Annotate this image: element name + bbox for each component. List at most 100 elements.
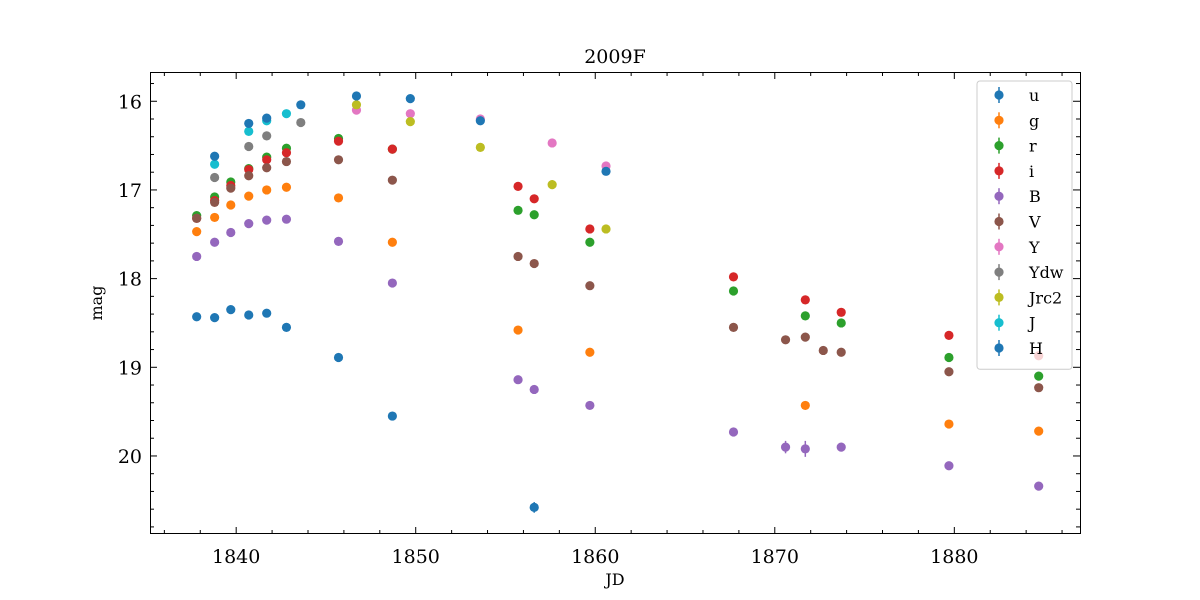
legend-marker — [994, 216, 1004, 227]
data-point-H — [262, 113, 272, 123]
legend-entry: Jrc2 — [994, 288, 1062, 307]
data-point-u — [333, 352, 344, 363]
data-point-Y — [405, 109, 415, 119]
data-point-V — [585, 281, 595, 291]
data-point-r — [513, 205, 523, 215]
series-H — [210, 91, 611, 176]
data-point-i — [836, 307, 846, 317]
data-point-g — [192, 227, 202, 237]
legend-marker — [994, 141, 1004, 151]
data-point-H — [405, 94, 415, 104]
data-point-B — [836, 442, 846, 452]
data-point-V — [333, 155, 344, 165]
data-point-g — [387, 237, 397, 247]
series-Y — [351, 105, 611, 171]
legend-entry: Y — [994, 238, 1040, 257]
legend-entry: B — [994, 187, 1041, 206]
data-point-J — [244, 126, 254, 137]
data-point-Jrc2 — [547, 180, 557, 190]
data-point-i — [800, 295, 810, 305]
data-point-B — [210, 237, 220, 247]
data-point-i — [728, 272, 739, 282]
legend-label: V — [1028, 213, 1041, 232]
data-point-i — [387, 144, 397, 154]
data-point-i — [944, 330, 954, 340]
data-point-g — [226, 200, 236, 210]
legend-entry: u — [994, 86, 1039, 105]
legend-entry: i — [994, 162, 1034, 181]
data-point-u — [281, 322, 292, 332]
legend-entry: H — [994, 339, 1043, 358]
data-point-Ydw — [262, 131, 272, 141]
legend-label: r — [1029, 137, 1037, 156]
legend-label: H — [1029, 339, 1043, 358]
data-point-V — [728, 322, 739, 332]
data-point-V — [192, 213, 202, 223]
series-V — [192, 155, 1044, 393]
data-point-V — [281, 156, 292, 167]
data-point-g — [210, 212, 220, 223]
data-points — [192, 91, 1044, 513]
axis-ticks: 1840 1850 1860 1870 1880 16 17 18 19 20 — [118, 72, 1080, 568]
data-point-u — [192, 312, 202, 322]
y-tick-label: 19 — [118, 357, 142, 379]
data-point-g — [585, 347, 595, 357]
data-point-B — [262, 215, 272, 225]
series-B — [192, 214, 1044, 491]
legend-marker — [994, 267, 1004, 277]
data-point-r — [1034, 371, 1044, 381]
x-tick-label: 1880 — [930, 546, 978, 568]
x-tick-label: 1850 — [392, 546, 440, 568]
y-tick-label: 18 — [118, 269, 142, 291]
data-point-B — [728, 427, 739, 437]
data-point-g — [800, 400, 810, 411]
legend-marker — [994, 292, 1004, 302]
data-point-B — [780, 442, 791, 452]
legend-label: B — [1029, 187, 1041, 206]
data-point-r — [529, 210, 539, 220]
data-point-r — [728, 286, 739, 296]
legend-marker — [994, 166, 1004, 176]
data-point-i — [529, 194, 539, 204]
data-point-u — [244, 310, 254, 320]
plot-frame — [150, 72, 1081, 534]
data-point-g — [244, 191, 254, 201]
legend-entry: g — [994, 111, 1039, 130]
legend-label: Y — [1028, 238, 1040, 257]
data-point-H — [210, 151, 220, 161]
data-point-u — [262, 308, 272, 318]
chart-title: 2009F — [584, 46, 646, 68]
data-point-B — [800, 444, 810, 454]
data-point-u — [387, 411, 397, 421]
legend-label: J — [1027, 314, 1035, 333]
data-point-B — [529, 384, 539, 395]
data-point-V — [1034, 383, 1044, 393]
data-point-B — [387, 278, 397, 288]
data-point-V — [387, 175, 397, 185]
data-point-V — [244, 171, 254, 181]
data-point-Jrc2 — [601, 224, 611, 234]
data-point-V — [800, 332, 810, 342]
data-point-B — [192, 251, 202, 262]
data-point-g — [333, 193, 344, 203]
x-axis-label: JD — [603, 570, 624, 589]
data-point-B — [944, 461, 954, 471]
data-point-Jrc2 — [351, 100, 362, 110]
legend-marker — [994, 90, 1004, 100]
data-point-i — [281, 148, 292, 158]
series-r — [192, 133, 1044, 381]
y-axis-label: mag — [87, 286, 106, 321]
data-point-g — [1034, 426, 1044, 436]
legend-entry: V — [994, 213, 1041, 232]
y-tick-label: 17 — [118, 180, 142, 202]
data-point-Ydw — [244, 141, 254, 152]
data-point-B — [513, 375, 523, 385]
series-Ydw — [210, 117, 306, 183]
data-point-H — [601, 166, 611, 176]
data-point-B — [226, 227, 236, 238]
legend-label: Ydw — [1028, 263, 1064, 282]
data-point-V — [513, 251, 523, 262]
data-point-Jrc2 — [405, 117, 415, 127]
data-point-B — [333, 236, 344, 246]
